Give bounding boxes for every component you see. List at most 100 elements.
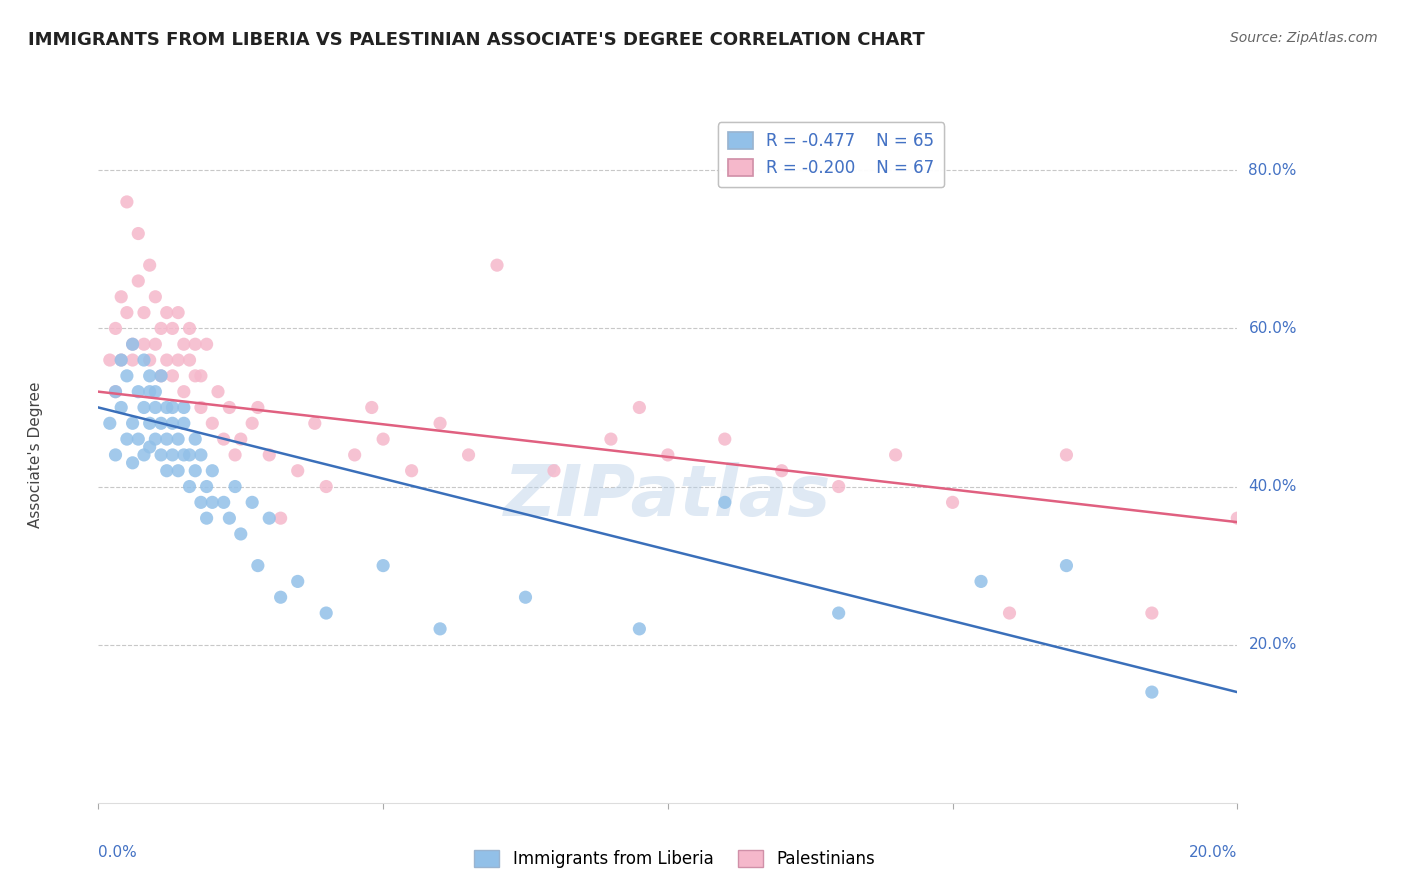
Point	[657, 448, 679, 462]
Point	[173, 337, 195, 351]
Point	[229, 432, 252, 446]
Point	[162, 401, 184, 415]
Point	[156, 401, 179, 415]
Point	[127, 274, 149, 288]
Point	[145, 432, 167, 446]
Point	[212, 495, 235, 509]
Point	[224, 479, 246, 493]
Point	[173, 384, 195, 399]
Point	[184, 464, 207, 478]
Point	[121, 353, 143, 368]
Point	[110, 290, 132, 304]
Point	[167, 353, 190, 368]
Point	[104, 321, 127, 335]
Point	[259, 448, 281, 462]
Point	[150, 448, 173, 462]
Point	[167, 464, 190, 478]
Point	[184, 432, 207, 446]
Point	[110, 401, 132, 415]
Point	[179, 479, 201, 493]
Point	[1056, 558, 1078, 573]
Point	[270, 591, 292, 605]
Point	[138, 258, 160, 272]
Point	[156, 305, 179, 319]
Text: 20.0%: 20.0%	[1189, 845, 1237, 860]
Point	[150, 368, 173, 383]
Point	[195, 337, 218, 351]
Point	[828, 606, 851, 620]
Point	[201, 495, 224, 509]
Point	[138, 440, 160, 454]
Point	[104, 448, 127, 462]
Point	[138, 353, 160, 368]
Point	[190, 495, 212, 509]
Point	[167, 432, 190, 446]
Point	[184, 337, 207, 351]
Point	[246, 558, 269, 573]
Point	[287, 574, 309, 589]
Point	[156, 464, 179, 478]
Point	[179, 321, 201, 335]
Legend: R = -0.477    N = 65, R = -0.200    N = 67: R = -0.477 N = 65, R = -0.200 N = 67	[718, 122, 945, 187]
Point	[138, 384, 160, 399]
Point	[173, 401, 195, 415]
Point	[207, 384, 229, 399]
Point	[150, 417, 173, 431]
Point	[173, 417, 195, 431]
Point	[714, 432, 737, 446]
Point	[138, 368, 160, 383]
Text: Source: ZipAtlas.com: Source: ZipAtlas.com	[1230, 31, 1378, 45]
Point	[315, 606, 337, 620]
Point	[515, 591, 537, 605]
Point	[270, 511, 292, 525]
Point	[162, 448, 184, 462]
Point	[115, 305, 138, 319]
Point	[401, 464, 423, 478]
Point	[179, 448, 201, 462]
Point	[138, 417, 160, 431]
Point	[201, 417, 224, 431]
Text: IMMIGRANTS FROM LIBERIA VS PALESTINIAN ASSOCIATE'S DEGREE CORRELATION CHART: IMMIGRANTS FROM LIBERIA VS PALESTINIAN A…	[28, 31, 925, 49]
Point	[167, 305, 190, 319]
Point	[229, 527, 252, 541]
Text: 60.0%: 60.0%	[1249, 321, 1296, 336]
Point	[150, 368, 173, 383]
Point	[190, 448, 212, 462]
Point	[343, 448, 366, 462]
Point	[970, 574, 993, 589]
Point	[104, 384, 127, 399]
Point	[240, 495, 263, 509]
Point	[373, 558, 395, 573]
Point	[884, 448, 907, 462]
Point	[714, 495, 737, 509]
Point	[373, 432, 395, 446]
Point	[127, 384, 149, 399]
Point	[360, 401, 382, 415]
Point	[121, 337, 143, 351]
Text: 80.0%: 80.0%	[1249, 163, 1296, 178]
Point	[121, 337, 143, 351]
Point	[179, 353, 201, 368]
Text: 20.0%: 20.0%	[1249, 637, 1296, 652]
Text: 40.0%: 40.0%	[1249, 479, 1296, 494]
Point	[1140, 606, 1163, 620]
Point	[145, 290, 167, 304]
Point	[1056, 448, 1078, 462]
Point	[770, 464, 793, 478]
Point	[156, 353, 179, 368]
Point	[1140, 685, 1163, 699]
Point	[190, 368, 212, 383]
Point	[132, 401, 155, 415]
Point	[628, 401, 651, 415]
Point	[156, 432, 179, 446]
Point	[240, 417, 263, 431]
Point	[195, 511, 218, 525]
Point	[628, 622, 651, 636]
Point	[212, 432, 235, 446]
Point	[98, 417, 121, 431]
Point	[162, 321, 184, 335]
Point	[132, 448, 155, 462]
Point	[828, 479, 851, 493]
Point	[104, 384, 127, 399]
Point	[127, 432, 149, 446]
